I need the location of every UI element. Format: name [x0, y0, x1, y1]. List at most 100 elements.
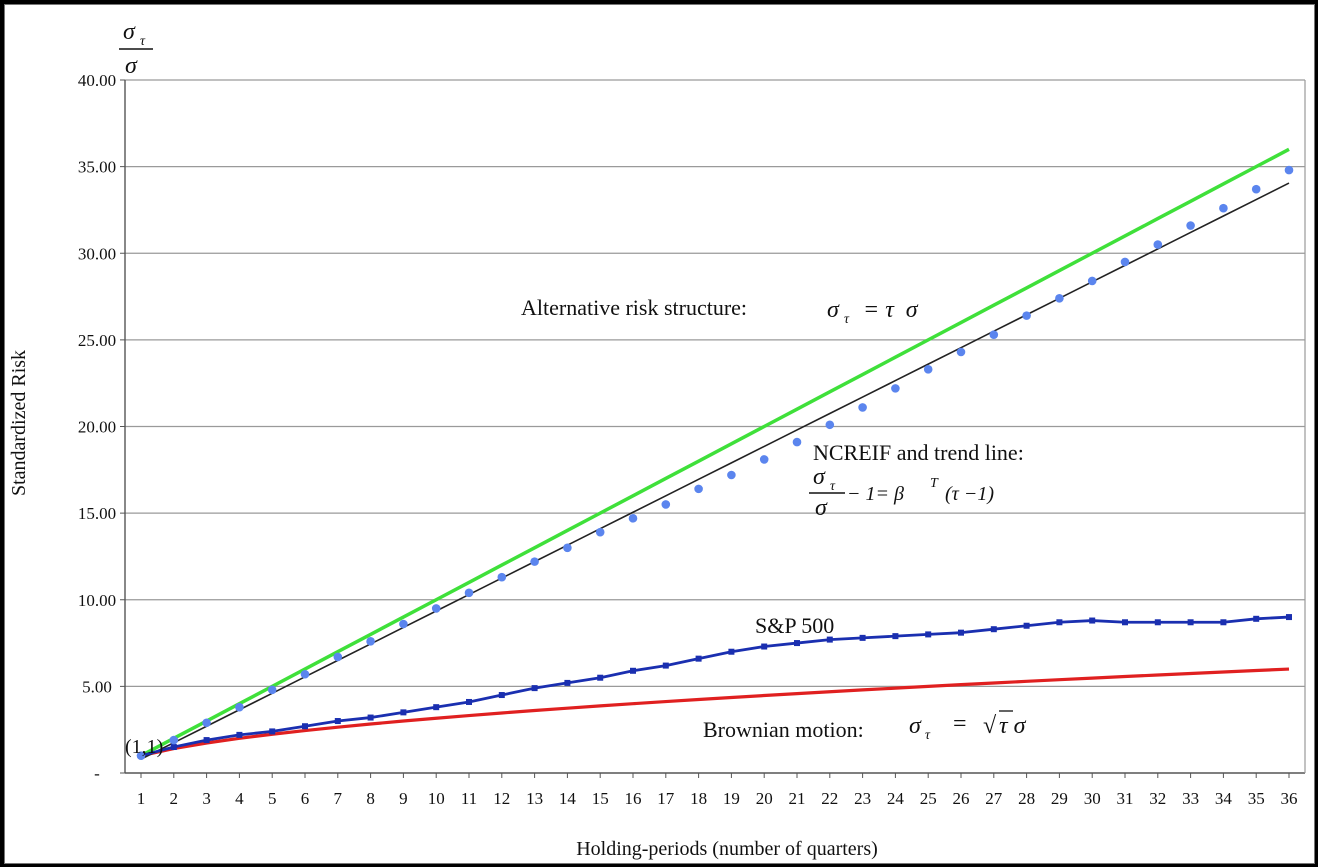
- series-line-brownian: [140, 667, 1290, 758]
- data-point-sp500: [630, 667, 636, 674]
- x-tick-label: 16: [625, 789, 642, 808]
- data-point-sp500: [269, 728, 276, 735]
- data-point-ncreif: [1284, 165, 1294, 175]
- annotation-brownian-text: Brownian motion:: [703, 717, 864, 742]
- data-point-ncreif: [825, 420, 835, 430]
- annotation-alternative-sub: τ: [844, 312, 850, 327]
- annotation-alternative: Alternative risk structure: σ τ = τ σ: [521, 295, 919, 327]
- data-point-sp500: [695, 655, 702, 662]
- data-point-ncreif: [366, 637, 375, 646]
- data-point-sp500: [892, 633, 899, 640]
- data-point-ncreif: [431, 604, 441, 613]
- data-point-sp500: [1154, 619, 1161, 626]
- x-tick-label: 12: [493, 789, 510, 808]
- data-point-ncreif: [661, 500, 671, 509]
- data-point-sp500: [794, 640, 800, 647]
- y-tick-label: 30.00: [78, 244, 116, 263]
- data-point-sp500: [367, 714, 374, 721]
- annotation-sp500: S&P 500: [755, 613, 834, 638]
- data-point-sp500: [531, 685, 538, 692]
- y-symbol-numerator: σ: [123, 19, 136, 45]
- data-point-ncreif: [563, 543, 572, 553]
- data-point-ncreif: [1186, 221, 1195, 230]
- x-tick-label: 6: [301, 789, 310, 808]
- data-point-sp500: [1089, 617, 1096, 624]
- data-point-ncreif: [267, 685, 277, 695]
- data-point-ncreif: [300, 669, 310, 679]
- data-point-ncreif: [858, 403, 867, 412]
- annotation-ncreif-sup: T: [930, 476, 939, 491]
- annotation-alternative-rhs: = τ σ: [863, 297, 919, 323]
- x-tick-label: 33: [1182, 789, 1199, 808]
- x-tick-label: 2: [170, 789, 179, 808]
- annotation-brownian-tail: τ σ: [999, 713, 1027, 739]
- axes: [120, 79, 1306, 778]
- y-tick-label: 5.00: [82, 677, 112, 696]
- data-point-ncreif: [169, 735, 179, 745]
- data-point-ncreif: [956, 347, 966, 357]
- data-point-ncreif: [202, 718, 211, 728]
- series-line-sp500: [140, 615, 1290, 758]
- data-point-ncreif: [464, 588, 474, 598]
- y-tick-label: -: [94, 764, 100, 783]
- annotation-ncreif-num: σ: [813, 464, 826, 490]
- y-tick-label: 10.00: [78, 591, 116, 610]
- data-point-ncreif: [628, 514, 638, 523]
- data-point-sp500: [236, 731, 243, 738]
- data-point-ncreif: [1087, 276, 1097, 286]
- x-tick-label: 13: [526, 789, 543, 808]
- x-tick-label: 20: [756, 789, 773, 808]
- y-axis-symbol: σ τ σ: [119, 19, 153, 79]
- x-tick-label: 8: [366, 789, 375, 808]
- x-tick-label: 34: [1215, 789, 1233, 808]
- x-tick-label: 32: [1149, 789, 1166, 808]
- data-point-sp500: [662, 662, 669, 669]
- annotation-ncreif: NCREIF and trend line: σ τ σ − 1= β T (τ…: [809, 440, 1024, 521]
- x-tick-label: 15: [592, 789, 609, 808]
- y-axis-label: Standardized Risk: [8, 350, 30, 496]
- data-point-sp500: [728, 648, 735, 655]
- x-tick-label: 22: [821, 789, 838, 808]
- annotation-brownian-sub: τ: [925, 728, 931, 743]
- series-layer: [136, 147, 1294, 760]
- data-point-ncreif: [235, 702, 244, 712]
- y-tick-label: 20.00: [78, 418, 116, 437]
- annotation-brownian-eq: =: [953, 711, 967, 737]
- x-axis-label: Holding-periods (number of quarters): [576, 838, 878, 860]
- x-tick-label: 30: [1084, 789, 1101, 808]
- annotation-ncreif-den: σ: [815, 495, 828, 521]
- data-point-sp500: [170, 744, 177, 751]
- data-point-sp500: [1023, 622, 1030, 629]
- data-point-sp500: [1220, 619, 1227, 626]
- annotation-ncreif-text: NCREIF and trend line:: [813, 440, 1024, 465]
- data-point-ncreif: [399, 619, 408, 629]
- data-point-sp500: [498, 692, 505, 699]
- data-point-ncreif: [1120, 257, 1130, 267]
- y-tick-label: 25.00: [78, 331, 116, 350]
- series-line-trend: [140, 182, 1290, 760]
- x-tick-label: 23: [854, 789, 871, 808]
- data-point-sp500: [1187, 619, 1194, 626]
- data-point-sp500: [203, 737, 210, 744]
- data-point-ncreif: [1022, 311, 1031, 320]
- origin-label: (1,1): [125, 736, 163, 758]
- x-tick-label: 36: [1281, 789, 1298, 808]
- series-line-alt: [140, 147, 1290, 758]
- x-tick-label: 9: [399, 789, 408, 808]
- data-point-sp500: [1122, 619, 1128, 626]
- data-point-sp500: [597, 674, 604, 681]
- data-point-ncreif: [989, 330, 999, 339]
- y-tick-label: 40.00: [78, 71, 116, 90]
- chart-svg: - 5.00 10.00 15.00 20.00 25.00 30.00 35.00 40.00…: [8, 19, 1306, 860]
- x-tick-label: 26: [953, 789, 970, 808]
- y-tick-label: 15.00: [78, 504, 116, 523]
- x-tick-label: 29: [1051, 789, 1068, 808]
- annotation-alternative-sigma: σ: [827, 297, 840, 323]
- data-point-ncreif: [1251, 184, 1261, 194]
- data-point-sp500: [302, 723, 308, 730]
- data-point-sp500: [958, 629, 964, 636]
- data-point-sp500: [990, 626, 997, 633]
- data-point-ncreif: [891, 384, 900, 393]
- data-point-ncreif: [792, 437, 802, 447]
- annotation-brownian-sigma: σ: [909, 713, 922, 739]
